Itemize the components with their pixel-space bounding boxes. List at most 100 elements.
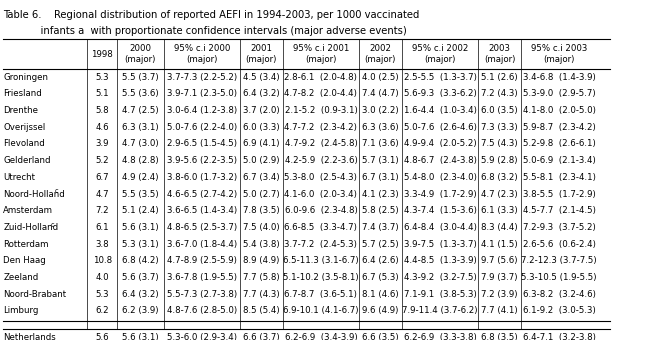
Text: 7.7 (5.8): 7.7 (5.8) <box>243 273 280 282</box>
Text: 4.1-8.0  (2.0-5.0): 4.1-8.0 (2.0-5.0) <box>523 106 595 115</box>
Text: 4.7-8.9 (2.5-5.9): 4.7-8.9 (2.5-5.9) <box>167 256 237 265</box>
Text: 6.7 (3.4): 6.7 (3.4) <box>243 173 280 182</box>
Text: 6.4-7.1  (3.2-3.8): 6.4-7.1 (3.2-3.8) <box>523 333 595 340</box>
Text: 3.9-5.6 (2.2-3.5): 3.9-5.6 (2.2-3.5) <box>167 156 237 165</box>
Text: 1998: 1998 <box>91 50 113 58</box>
Text: Friesland: Friesland <box>3 89 42 98</box>
Text: 10.8: 10.8 <box>93 256 112 265</box>
Text: 7.2-12.3 (3.7-7.5): 7.2-12.3 (3.7-7.5) <box>521 256 597 265</box>
Text: 7.2-9.3  (3.7-5.2): 7.2-9.3 (3.7-5.2) <box>523 223 595 232</box>
Text: 6.2-6.9  (3.3-3.8): 6.2-6.9 (3.3-3.8) <box>404 333 476 340</box>
Text: Zeeland: Zeeland <box>3 273 38 282</box>
Text: 3.8-5.5  (1.7-2.9): 3.8-5.5 (1.7-2.9) <box>523 190 595 199</box>
Text: Flevoland: Flevoland <box>3 139 45 149</box>
Text: 7.8 (3.5): 7.8 (3.5) <box>243 206 280 215</box>
Text: 6.8 (3.5): 6.8 (3.5) <box>481 333 518 340</box>
Text: 6.2 (3.9): 6.2 (3.9) <box>122 306 159 316</box>
Text: 3.9-7.5  (1.3-3.7): 3.9-7.5 (1.3-3.7) <box>404 240 476 249</box>
Text: infants a  with proportionate confidence intervals (major adverse events): infants a with proportionate confidence … <box>3 26 407 36</box>
Text: Limburg: Limburg <box>3 306 39 316</box>
Text: 4.2-5.9  (2.2-3.6): 4.2-5.9 (2.2-3.6) <box>285 156 357 165</box>
Text: 5.6: 5.6 <box>95 333 109 340</box>
Text: 3.8-6.0 (1.7-3.2): 3.8-6.0 (1.7-3.2) <box>167 173 237 182</box>
Text: 7.5 (4.3): 7.5 (4.3) <box>481 139 518 149</box>
Text: 5.3: 5.3 <box>95 73 109 82</box>
Text: 5.2: 5.2 <box>95 156 109 165</box>
Text: 3.8: 3.8 <box>95 240 109 249</box>
Text: 5.0 (2.7): 5.0 (2.7) <box>243 190 280 199</box>
Text: 4.8-7.6 (2.8-5.0): 4.8-7.6 (2.8-5.0) <box>167 306 237 316</box>
Text: 4.8 (2.8): 4.8 (2.8) <box>122 156 159 165</box>
Text: 3.0-6.4 (1.2-3.8): 3.0-6.4 (1.2-3.8) <box>167 106 237 115</box>
Text: Drenthe: Drenthe <box>3 106 38 115</box>
Text: 3.0 (2.2): 3.0 (2.2) <box>362 106 399 115</box>
Text: 5.5 (3.6): 5.5 (3.6) <box>122 89 159 98</box>
Text: 2001
(major): 2001 (major) <box>246 44 277 64</box>
Text: 6.3 (3.1): 6.3 (3.1) <box>122 123 159 132</box>
Text: 8.3 (4.4): 8.3 (4.4) <box>481 223 518 232</box>
Text: 5.4-8.0  (2.3-4.0): 5.4-8.0 (2.3-4.0) <box>404 173 476 182</box>
Text: 6.8 (3.2): 6.8 (3.2) <box>481 173 518 182</box>
Text: 2.6-5.6  (0.6-2.4): 2.6-5.6 (0.6-2.4) <box>523 240 595 249</box>
Text: 6.7-8.7  (3.6-5.1): 6.7-8.7 (3.6-5.1) <box>285 290 357 299</box>
Text: 5.1 (2.4): 5.1 (2.4) <box>122 206 159 215</box>
Text: 6.9-10.1 (4.1-6.7): 6.9-10.1 (4.1-6.7) <box>283 306 358 316</box>
Text: 5.8 (2.5): 5.8 (2.5) <box>362 206 399 215</box>
Text: 4.7 (3.0): 4.7 (3.0) <box>122 139 159 149</box>
Text: 95% c.i 2002
(major): 95% c.i 2002 (major) <box>411 44 468 64</box>
Text: 4.3-9.2  (3.2-7.5): 4.3-9.2 (3.2-7.5) <box>404 273 476 282</box>
Text: 6.6 (3.5): 6.6 (3.5) <box>362 333 399 340</box>
Text: 7.7 (4.1): 7.7 (4.1) <box>481 306 518 316</box>
Text: 4.9 (2.4): 4.9 (2.4) <box>122 173 159 182</box>
Text: 4.7-9.2  (2.4-5.8): 4.7-9.2 (2.4-5.8) <box>285 139 357 149</box>
Text: Noord-Brabant: Noord-Brabant <box>3 290 67 299</box>
Text: 7.1 (3.6): 7.1 (3.6) <box>362 139 399 149</box>
Text: 4.7-7.2  (2.3-4.2): 4.7-7.2 (2.3-4.2) <box>285 123 357 132</box>
Text: 3.9-7.1 (2.3-5.0): 3.9-7.1 (2.3-5.0) <box>167 89 237 98</box>
Text: 4.7 (2.3): 4.7 (2.3) <box>481 190 518 199</box>
Text: 3.6-6.5 (1.4-3.4): 3.6-6.5 (1.4-3.4) <box>167 206 237 215</box>
Text: 95% c.i 2001
(major): 95% c.i 2001 (major) <box>292 44 349 64</box>
Text: 3.4-6.8  (1.4-3.9): 3.4-6.8 (1.4-3.9) <box>523 73 595 82</box>
Text: 5.6 (3.1): 5.6 (3.1) <box>122 223 159 232</box>
Text: 2.5-5.5  (1.3-3.7): 2.5-5.5 (1.3-3.7) <box>404 73 476 82</box>
Text: 6.4-8.4  (3.0-4.4): 6.4-8.4 (3.0-4.4) <box>404 223 476 232</box>
Text: 5.3 (3.1): 5.3 (3.1) <box>122 240 159 249</box>
Text: 6.4 (2.6): 6.4 (2.6) <box>362 256 399 265</box>
Text: 7.2 (4.3): 7.2 (4.3) <box>481 89 518 98</box>
Text: 8.5 (5.4): 8.5 (5.4) <box>243 306 280 316</box>
Text: 4.5-7.7  (2.1-4.5): 4.5-7.7 (2.1-4.5) <box>523 206 595 215</box>
Text: 4.1 (1.5): 4.1 (1.5) <box>481 240 518 249</box>
Text: 7.4 (4.7): 7.4 (4.7) <box>362 89 399 98</box>
Text: Netherlands: Netherlands <box>3 333 56 340</box>
Text: 3.6-7.8 (1.9-5.5): 3.6-7.8 (1.9-5.5) <box>167 273 237 282</box>
Text: 7.9 (3.7): 7.9 (3.7) <box>481 273 518 282</box>
Text: 5.5 (3.7): 5.5 (3.7) <box>122 73 159 82</box>
Text: 5.3: 5.3 <box>95 290 109 299</box>
Text: 9.6 (4.9): 9.6 (4.9) <box>362 306 399 316</box>
Text: 5.6 (3.1): 5.6 (3.1) <box>122 333 159 340</box>
Text: 4.8-6.7  (2.4-3.8): 4.8-6.7 (2.4-3.8) <box>404 156 476 165</box>
Text: 5.7 (2.5): 5.7 (2.5) <box>362 240 399 249</box>
Text: 5.0 (2.9): 5.0 (2.9) <box>243 156 280 165</box>
Text: 6.6 (3.7): 6.6 (3.7) <box>243 333 280 340</box>
Text: 7.2: 7.2 <box>95 206 109 215</box>
Text: 5.5 (3.5): 5.5 (3.5) <box>122 190 159 199</box>
Text: 3.7-7.2  (2.4-5.3): 3.7-7.2 (2.4-5.3) <box>285 240 357 249</box>
Text: 2.8-6.1  (2.0-4.8): 2.8-6.1 (2.0-4.8) <box>285 73 357 82</box>
Text: Noord-Holland: Noord-Holland <box>3 190 65 199</box>
Text: 5.8: 5.8 <box>95 106 109 115</box>
Text: 4.1 (2.3): 4.1 (2.3) <box>362 190 399 199</box>
Text: 5.6 (3.7): 5.6 (3.7) <box>122 273 159 282</box>
Text: 4.7: 4.7 <box>95 190 109 199</box>
Text: Amsterdam: Amsterdam <box>3 206 53 215</box>
Text: 5.6-9.3  (3.3-6.2): 5.6-9.3 (3.3-6.2) <box>404 89 476 98</box>
Text: 6.8 (4.2): 6.8 (4.2) <box>122 256 159 265</box>
Text: 6.9 (4.1): 6.9 (4.1) <box>243 139 280 149</box>
Text: 6.6-8.5  (3.3-4.7): 6.6-8.5 (3.3-4.7) <box>285 223 357 232</box>
Text: 5.0-6.9  (2.1-3.4): 5.0-6.9 (2.1-3.4) <box>523 156 595 165</box>
Text: 6.1-9.2  (3.0-5.3): 6.1-9.2 (3.0-5.3) <box>523 306 595 316</box>
Text: 5.3-10.5 (1.9-5.5): 5.3-10.5 (1.9-5.5) <box>521 273 597 282</box>
Text: Gelderland: Gelderland <box>3 156 50 165</box>
Text: 6.1: 6.1 <box>95 223 109 232</box>
